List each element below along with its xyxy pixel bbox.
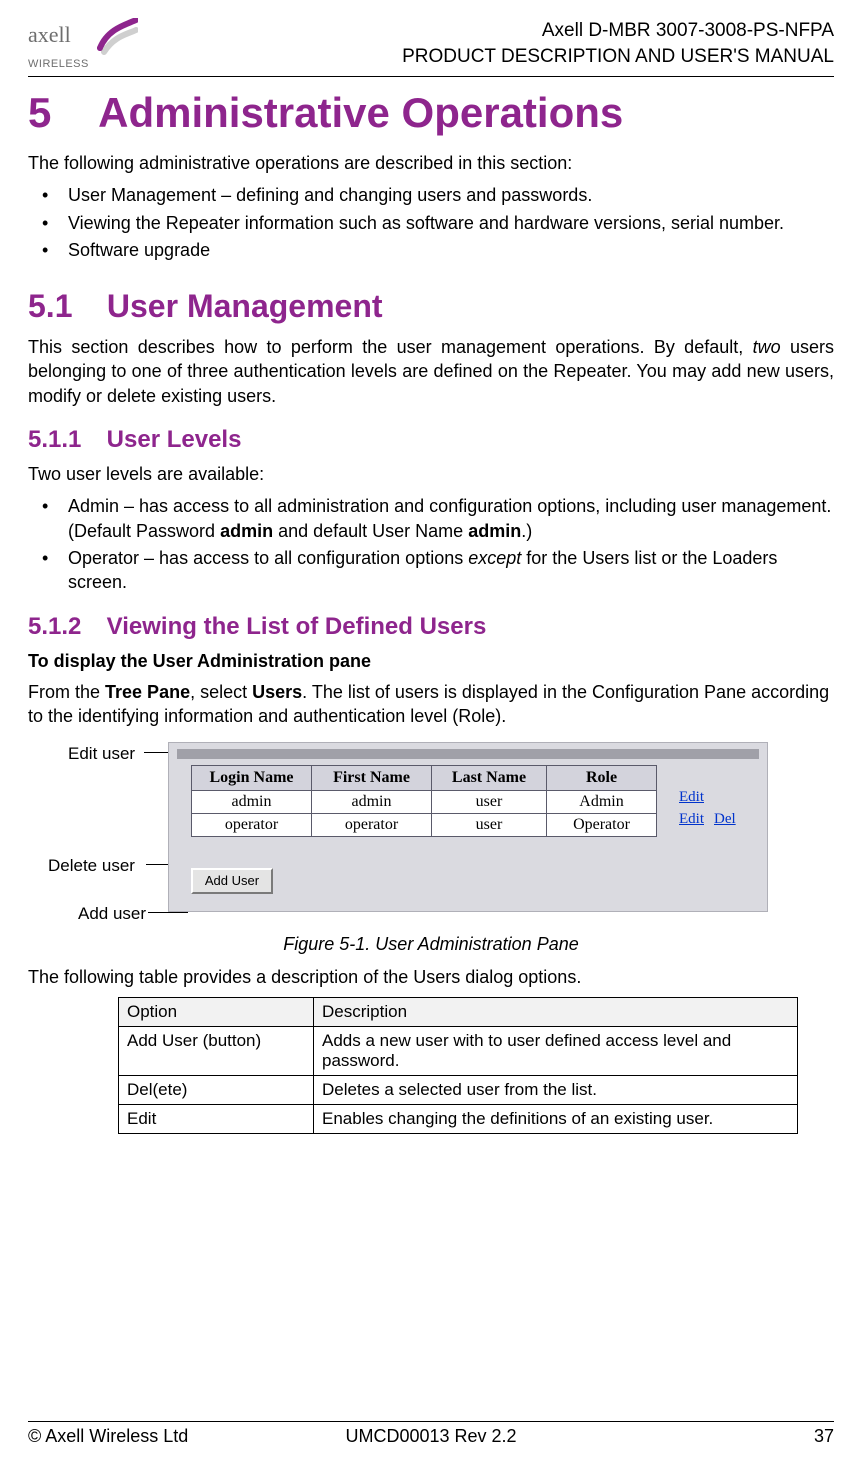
desc-row: Edit Enables changing the definitions of…	[119, 1105, 798, 1134]
heading-5: 5 Administrative Operations	[28, 89, 834, 137]
add-user-button[interactable]: Add User	[191, 868, 273, 894]
options-description-table: Option Description Add User (button) Add…	[118, 997, 798, 1134]
heading-5-1-1-num: 5.1.1	[28, 426, 100, 454]
bullet-operator: Operator – has access to all configurati…	[28, 546, 834, 595]
post-figure-paragraph: The following table provides a descripti…	[28, 965, 834, 989]
user-row: admin admin user Admin	[192, 791, 657, 814]
th-role: Role	[547, 766, 657, 791]
header-rule	[28, 76, 834, 77]
th-option: Option	[119, 998, 314, 1027]
desc-row: Add User (button) Adds a new user with t…	[119, 1027, 798, 1076]
intro-paragraph: The following administrative operations …	[28, 151, 834, 175]
callout-delete-user: Delete user	[48, 856, 135, 876]
user-row: operator operator user Operator	[192, 814, 657, 837]
figure-user-admin: Edit user Delete user Add user Login Nam…	[28, 742, 834, 924]
heading-5-1-2: 5.1.2 Viewing the List of Defined Users	[28, 613, 834, 641]
logo-subtext: WIRELESS	[28, 58, 143, 70]
doc-title: PRODUCT DESCRIPTION AND USER'S MANUAL	[143, 44, 834, 70]
heading-5-num: 5	[28, 89, 88, 137]
th-first: First Name	[312, 766, 432, 791]
footer-page-number: 37	[565, 1426, 834, 1447]
th-last: Last Name	[432, 766, 547, 791]
p-5-1-2: From the Tree Pane, select Users. The li…	[28, 680, 834, 729]
desc-row: Del(ete) Deletes a selected user from th…	[119, 1076, 798, 1105]
edit-link[interactable]: Edit	[679, 789, 704, 806]
edit-link[interactable]: Edit	[679, 811, 704, 828]
heading-5-1-2-title: Viewing the List of Defined Users	[107, 613, 487, 640]
intro-bullet: Software upgrade	[28, 238, 834, 262]
page-header: axell WIRELESS Axell D-MBR 3007-3008-PS-…	[28, 18, 834, 70]
figure-caption: Figure 5-1. User Administration Pane	[28, 934, 834, 955]
callout-add-user: Add user	[78, 904, 146, 924]
logo: axell WIRELESS	[28, 18, 143, 70]
user-admin-panel: Login Name First Name Last Name Role adm…	[168, 742, 768, 912]
p-5-1: This section describes how to perform th…	[28, 335, 834, 408]
axell-logo-icon: axell	[28, 18, 138, 60]
header-text: Axell D-MBR 3007-3008-PS-NFPA PRODUCT DE…	[143, 18, 834, 69]
heading-5-1-2-num: 5.1.2	[28, 613, 100, 641]
footer-doc-rev: UMCD00013 Rev 2.2	[297, 1426, 566, 1447]
intro-bullets: User Management – defining and changing …	[28, 183, 834, 262]
doc-code: Axell D-MBR 3007-3008-PS-NFPA	[143, 18, 834, 44]
svg-text:axell: axell	[28, 22, 71, 47]
del-link[interactable]: Del	[714, 811, 736, 828]
heading-5-1-num: 5.1	[28, 288, 98, 325]
heading-5-1-1: 5.1.1 User Levels	[28, 426, 834, 454]
page-footer: © Axell Wireless Ltd UMCD00013 Rev 2.2 3…	[28, 1421, 834, 1447]
th-login: Login Name	[192, 766, 312, 791]
panel-toolbar-icon	[177, 749, 759, 759]
heading-5-1-1-title: User Levels	[107, 426, 242, 453]
bullets-5-1-1: Admin – has access to all administration…	[28, 494, 834, 594]
users-table: Login Name First Name Last Name Role adm…	[191, 765, 657, 837]
intro-bullet: Viewing the Repeater information such as…	[28, 211, 834, 235]
intro-bullet: User Management – defining and changing …	[28, 183, 834, 207]
run-in-heading: To display the User Administration pane	[28, 651, 834, 672]
p-5-1-1: Two user levels are available:	[28, 462, 834, 486]
bullet-admin: Admin – has access to all administration…	[28, 494, 834, 543]
heading-5-1: 5.1 User Management	[28, 288, 834, 325]
heading-5-title: Administrative Operations	[98, 89, 623, 136]
callout-edit-user: Edit user	[68, 744, 135, 764]
th-description: Description	[314, 998, 798, 1027]
footer-copyright: © Axell Wireless Ltd	[28, 1426, 297, 1447]
heading-5-1-title: User Management	[107, 288, 383, 324]
